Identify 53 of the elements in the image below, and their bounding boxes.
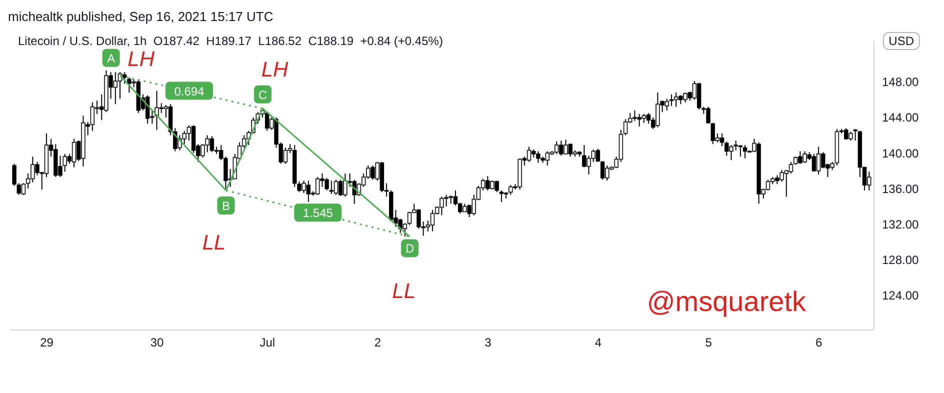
- x-tick-label: 5: [705, 336, 712, 350]
- chart-title: Litecoin / U.S. Dollar, 1h: [18, 34, 147, 48]
- candlestick: [499, 190, 504, 202]
- annotation: 1.545: [302, 206, 334, 220]
- x-tick-label: Jul: [260, 336, 276, 350]
- y-tick-label: 140.00: [882, 146, 920, 160]
- candlestick: [21, 182, 26, 196]
- annotation: LH: [261, 58, 290, 82]
- candlestick: [720, 132, 724, 146]
- candlestick: [329, 180, 334, 194]
- candlestick: [816, 146, 821, 175]
- x-tick-label: 2: [374, 336, 382, 350]
- candlestick: [646, 112, 651, 124]
- annotation: B: [222, 199, 230, 214]
- candlestick: [334, 179, 338, 196]
- candlestick: [526, 146, 532, 162]
- candlestick: [430, 209, 435, 232]
- annotation: LH: [128, 48, 156, 71]
- annotation: C: [258, 88, 268, 102]
- annotation: LL: [202, 232, 226, 255]
- candlestick: [742, 144, 748, 159]
- candlestick: [853, 128, 858, 142]
- y-tick-label: 136.00: [882, 182, 920, 196]
- candlestick: [12, 163, 16, 186]
- candlestick: [72, 138, 76, 168]
- annotation: D: [405, 242, 414, 256]
- chart-subtitle: O187.42 H189.17 L186.52 C188.19 +0.84 (+0.45%): [152, 34, 443, 48]
- annotation: 0.694: [174, 84, 205, 98]
- candlestick: [596, 148, 600, 162]
- x-tick-label: 30: [150, 336, 164, 350]
- candlestick: [812, 153, 816, 172]
- candlestick: [766, 179, 770, 191]
- candlestick: [407, 211, 412, 226]
- y-tick-label: 132.00: [882, 217, 920, 232]
- candlestick: [788, 161, 794, 174]
- y-tick-label: 128.00: [882, 253, 920, 268]
- candlestick: [669, 94, 674, 106]
- x-tick-label: 6: [816, 336, 823, 350]
- y-tick-label: 124.00: [882, 288, 920, 303]
- y-tick-label: 148.00: [882, 75, 920, 90]
- annotation: A: [107, 51, 116, 66]
- y-tick-label: 144.00: [882, 110, 920, 125]
- text: USD: [882, 32, 920, 50]
- annotation: @msquaretk: [646, 286, 806, 318]
- candlestick: [283, 147, 288, 164]
- x-tick-label: 29: [40, 336, 54, 350]
- x-tick-label: 3: [484, 336, 492, 350]
- text: michealtk published, Sep 16, 2021 15:17 UTC: [8, 8, 274, 26]
- candlestick: [623, 118, 628, 136]
- candlestick: [600, 160, 605, 180]
- x-tick-label: 4: [594, 336, 602, 350]
- candlestick: [122, 72, 127, 84]
- annotation: LL: [392, 280, 416, 304]
